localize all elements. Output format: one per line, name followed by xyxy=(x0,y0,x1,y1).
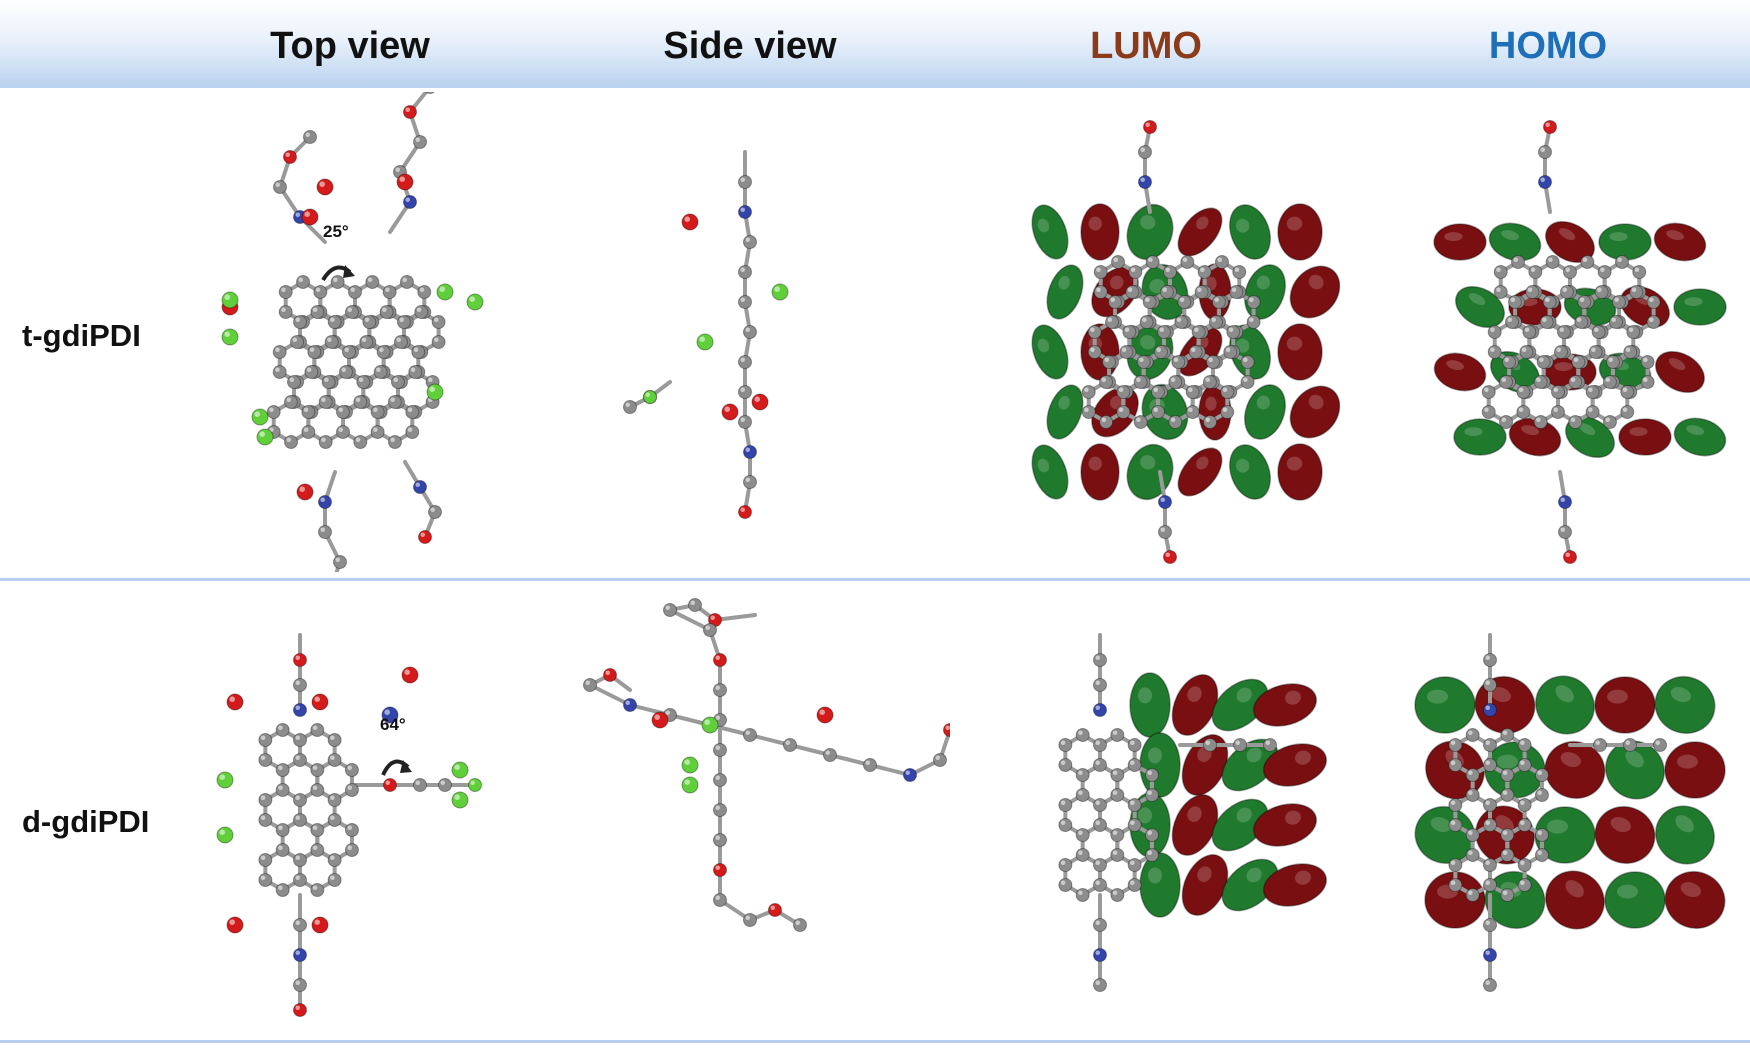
row-label-t-gdipdi: t-gdiPDI xyxy=(22,318,141,353)
t-gdipdi-homo-model xyxy=(1433,120,1727,564)
ball-and-stick-model xyxy=(216,633,482,1017)
rotation-arrowhead-icon xyxy=(343,265,355,278)
rotation-arrowhead-icon xyxy=(400,760,412,773)
d-gdipdi-homo-model xyxy=(1414,633,1726,992)
ball-and-stick-model xyxy=(583,598,950,932)
d-gdipdi-lumo-model xyxy=(1058,633,1328,992)
t-gdipdi-lumo-model xyxy=(1031,120,1340,564)
t-gdipdi-top-view-model: 25° xyxy=(221,92,484,572)
header-side-view: Side view xyxy=(663,25,837,67)
ball-and-stick-model xyxy=(1481,120,1661,564)
d-gdipdi-homo-orbital xyxy=(1400,595,1745,1035)
orbital-lobes xyxy=(1031,203,1340,501)
d-gdipdi-top-view: 64° xyxy=(205,595,535,1035)
ball-and-stick-model xyxy=(1448,633,1667,992)
dihedral-angle-label: 64° xyxy=(380,715,406,734)
t-gdipdi-lumo-orbital xyxy=(1010,92,1340,572)
header-homo: HOMO xyxy=(1488,25,1608,67)
d-gdipdi-side-view xyxy=(570,595,950,1035)
d-gdipdi-lumo-orbital xyxy=(1010,595,1340,1035)
dihedral-angle-label: 25° xyxy=(323,222,349,241)
orbital-lobes xyxy=(1129,672,1328,918)
row-divider xyxy=(0,578,1750,581)
d-gdipdi-top-view-model: 64° xyxy=(216,633,482,1017)
t-gdipdi-side-view-model xyxy=(623,150,789,519)
t-gdipdi-homo-orbital xyxy=(1410,92,1740,572)
header-top-view: Top view xyxy=(270,25,430,67)
ball-and-stick-model xyxy=(1081,120,1261,564)
t-gdipdi-top-view: 25° xyxy=(205,92,535,572)
t-gdipdi-side-view xyxy=(610,92,880,572)
header-lumo: LUMO xyxy=(1090,25,1202,67)
ball-and-stick-model xyxy=(623,150,789,519)
ball-and-stick-model xyxy=(221,92,484,572)
bottom-divider xyxy=(0,1040,1750,1043)
column-header-bar: Top view Side view LUMO HOMO xyxy=(0,0,1750,88)
d-gdipdi-side-view-model xyxy=(583,598,950,932)
row-label-d-gdipdi: d-gdiPDI xyxy=(22,804,150,839)
ball-and-stick-model xyxy=(1058,633,1277,992)
orbital-lobes xyxy=(1433,220,1727,459)
